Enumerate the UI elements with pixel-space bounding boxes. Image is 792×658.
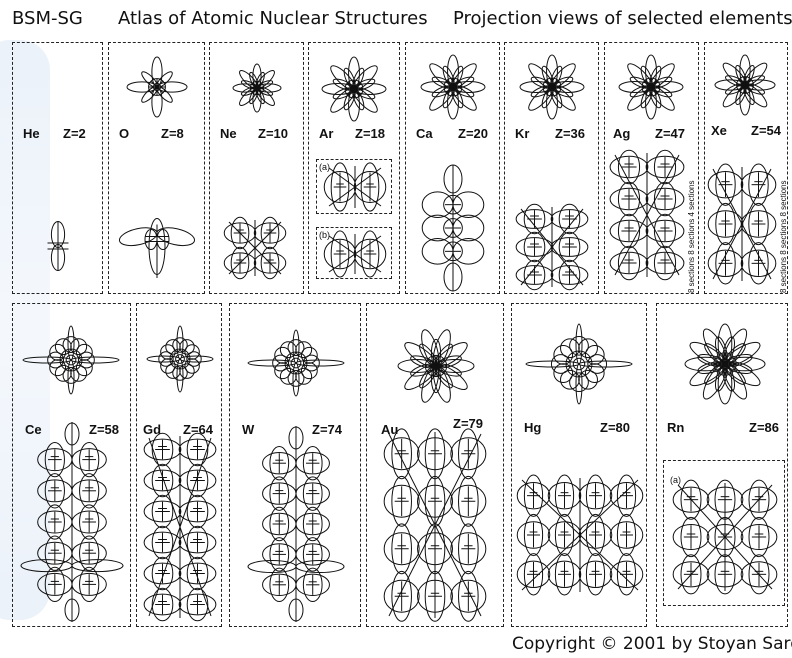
nucleus-top-view	[126, 56, 188, 118]
panel-gd: Gd Z=64	[136, 303, 222, 627]
panel-ce: Ce Z=58	[12, 303, 131, 627]
element-symbol: Ag	[613, 126, 631, 141]
element-symbol: Ne	[220, 126, 237, 141]
element-symbol: Rn	[667, 420, 685, 435]
panel-xe: Xe Z=54 8 sections 8 sections 8 sections	[704, 42, 788, 294]
brand-label: BSM-SG	[12, 8, 83, 29]
atomic-number: Z=64	[183, 422, 213, 437]
panel-w: W Z=74	[229, 303, 361, 627]
background-watermark	[0, 40, 50, 620]
panel-kr: Kr Z=36	[504, 42, 599, 294]
nucleus-top-view	[525, 323, 633, 405]
panel-ne: Ne Z=10	[209, 42, 304, 294]
panel-au: Au Z=79	[366, 303, 504, 627]
nucleus-side-view	[383, 428, 487, 622]
subview-tag: (a)	[319, 162, 330, 172]
nucleus-side-view	[609, 149, 685, 281]
nucleus-side-view	[323, 162, 387, 212]
copyright-notice: Copyright © 2001 by Stoyan Sarg	[512, 634, 792, 654]
nucleus-top-view	[684, 323, 766, 405]
nucleus-top-view	[22, 325, 120, 395]
nucleus-top-view	[232, 63, 282, 113]
nucleus-side-view	[143, 432, 217, 622]
subview-tag: (a)	[670, 475, 681, 485]
element-symbol: Ca	[416, 126, 433, 141]
nucleus-top-view	[397, 329, 475, 403]
panel-hg: Hg Z=80	[511, 303, 647, 627]
nucleus-top-view	[247, 329, 345, 397]
element-symbol: He	[23, 126, 40, 141]
atomic-number: Z=74	[312, 422, 342, 437]
atomic-number: Z=47	[655, 126, 685, 141]
nucleus-top-view	[146, 325, 214, 393]
nucleus-side-view	[421, 164, 485, 292]
element-symbol: Ce	[25, 422, 42, 437]
panel-ar: Ar Z=18 (a) (b)	[308, 42, 400, 294]
element-symbol: Gd	[143, 422, 162, 437]
nucleus-side-view	[47, 221, 69, 271]
nucleus-side-view	[672, 479, 778, 595]
element-symbol: Au	[381, 422, 399, 437]
atomic-number: Z=20	[458, 126, 488, 141]
panel-rn: Rn Z=86 (a)	[656, 303, 788, 627]
atomic-number: Z=79	[453, 416, 483, 431]
panel-ag: Ag Z=47 8 sections 8 sections 4 sections	[604, 42, 699, 294]
panel-he: He Z=2	[12, 42, 103, 294]
nucleus-side-view	[20, 422, 124, 622]
element-symbol: W	[242, 422, 255, 437]
atomic-number: Z=80	[600, 420, 630, 435]
nucleus-top-view	[519, 54, 585, 120]
subview-a: (a)	[316, 159, 392, 214]
element-symbol: Xe	[711, 123, 727, 138]
nucleus-side-view	[223, 216, 287, 280]
atomic-number: Z=18	[355, 126, 385, 141]
element-symbol: Hg	[524, 420, 542, 435]
nucleus-top-view	[321, 56, 387, 122]
subview-b: (b)	[316, 227, 392, 279]
panel-o: O Z=8	[108, 42, 205, 294]
section-note: 8 sections 8 sections 4 sections	[687, 180, 696, 293]
nucleus-side-view	[515, 203, 589, 291]
nucleus-top-view	[420, 54, 486, 120]
atomic-number: Z=36	[555, 126, 585, 141]
element-symbol: O	[119, 126, 130, 141]
subview-tag: (b)	[319, 230, 330, 240]
subview-a: (a)	[663, 460, 785, 606]
element-symbol: Ar	[319, 126, 334, 141]
atomic-number: Z=2	[63, 126, 86, 141]
atomic-number: Z=8	[161, 126, 184, 141]
atlas-subtitle: Projection views of selected elements	[453, 8, 792, 29]
section-note: 8 sections 8 sections 8 sections	[779, 180, 788, 293]
nucleus-side-view	[247, 426, 345, 622]
atomic-number: Z=86	[749, 420, 779, 435]
nucleus-side-view	[516, 474, 644, 596]
nucleus-side-view	[707, 163, 777, 285]
nucleus-top-view	[714, 54, 776, 116]
element-symbol: Kr	[515, 126, 530, 141]
atomic-number: Z=58	[89, 422, 119, 437]
panel-ca: Ca Z=20	[405, 42, 500, 294]
nucleus-top-view	[618, 54, 684, 120]
atlas-title: Atlas of Atomic Nuclear Structures	[118, 8, 428, 29]
atomic-number: Z=10	[258, 126, 288, 141]
nucleus-side-view	[118, 218, 196, 278]
atomic-number: Z=54	[751, 123, 781, 138]
nucleus-side-view	[323, 230, 387, 278]
